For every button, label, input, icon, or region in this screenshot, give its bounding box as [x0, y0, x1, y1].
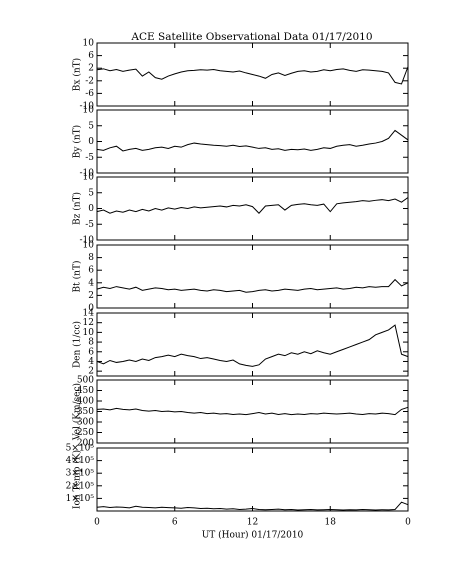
- chart-title: ACE Satellite Observational Data 01/17/2…: [130, 31, 372, 43]
- y-axis-label: Vel (Km/sec): [72, 383, 83, 441]
- y-axis-label: Bt (nT): [72, 261, 83, 293]
- y-tick-label: 0: [88, 137, 94, 147]
- x-tick-label: 0: [405, 518, 411, 528]
- x-tick-label: 12: [247, 518, 258, 528]
- y-tick-label: 0: [88, 204, 94, 214]
- y-tick-label: 10: [83, 106, 95, 116]
- y-tick-label: 10: [83, 328, 95, 338]
- y-tick-label: 6: [88, 51, 94, 61]
- data-line: [96, 278, 409, 293]
- y-tick-label: 6: [88, 266, 94, 276]
- y-tick-label: 450: [77, 386, 94, 396]
- y-tick-label: 3×10⁵: [66, 469, 95, 479]
- y-axis-label: By (nT): [72, 125, 83, 158]
- y-tick-label: 4: [88, 278, 94, 288]
- data-line: [96, 406, 409, 416]
- y-tick-label: -10: [80, 236, 95, 246]
- y-tick-label: -10: [80, 169, 95, 179]
- x-tick-label: 0: [94, 518, 100, 528]
- y-tick-label: 8: [88, 253, 94, 263]
- y-tick-label: -2: [85, 76, 94, 86]
- y-tick-label: 6: [88, 347, 94, 357]
- x-axis-label: UT (Hour) 01/17/2010: [202, 530, 304, 541]
- y-tick-label: 10: [83, 173, 95, 183]
- y-tick-label: 350: [77, 407, 94, 417]
- y-tick-label: 250: [77, 428, 94, 438]
- y-tick-label: 10: [83, 39, 95, 49]
- y-tick-label: 300: [77, 418, 94, 428]
- y-tick-label: 5: [88, 121, 94, 131]
- y-axis-label: Ion Temp (K): [72, 450, 83, 509]
- y-tick-label: -6: [85, 89, 94, 99]
- y-tick-label: 200: [77, 439, 94, 449]
- y-tick-label: 0: [88, 304, 94, 314]
- y-tick-label: -5: [85, 153, 94, 163]
- y-tick-label: 4: [88, 357, 94, 367]
- y-tick-label: 2: [88, 291, 94, 301]
- y-axis-label: Bx (nT): [72, 58, 83, 91]
- y-axis-label: Bz (nT): [72, 192, 83, 225]
- data-line: [96, 66, 409, 85]
- data-line: [96, 501, 409, 511]
- y-tick-label: 4×10⁵: [66, 456, 95, 466]
- y-tick-label: 14: [83, 309, 95, 319]
- y-tick-label: 2: [88, 64, 94, 74]
- y-tick-label: 5×10⁵: [66, 444, 95, 454]
- y-tick-label: 2×10⁵: [66, 481, 95, 491]
- y-tick-label: 500: [77, 376, 94, 386]
- data-line: [96, 129, 409, 152]
- data-line: [96, 197, 409, 214]
- y-tick-label: 1×10⁵: [66, 494, 95, 504]
- data-line: [96, 324, 409, 367]
- x-tick-label: 18: [325, 518, 337, 528]
- y-tick-label: 5: [88, 188, 94, 198]
- y-tick-label: -10: [80, 102, 95, 112]
- y-tick-label: 2: [88, 367, 94, 377]
- y-axis-label: Den (1/cc): [72, 321, 83, 368]
- y-tick-label: 10: [83, 241, 95, 251]
- y-tick-label: 8: [88, 338, 94, 348]
- y-tick-label: 12: [83, 318, 94, 328]
- x-tick-label: 6: [172, 518, 178, 528]
- y-tick-label: 400: [77, 397, 94, 407]
- y-tick-label: -5: [85, 220, 94, 230]
